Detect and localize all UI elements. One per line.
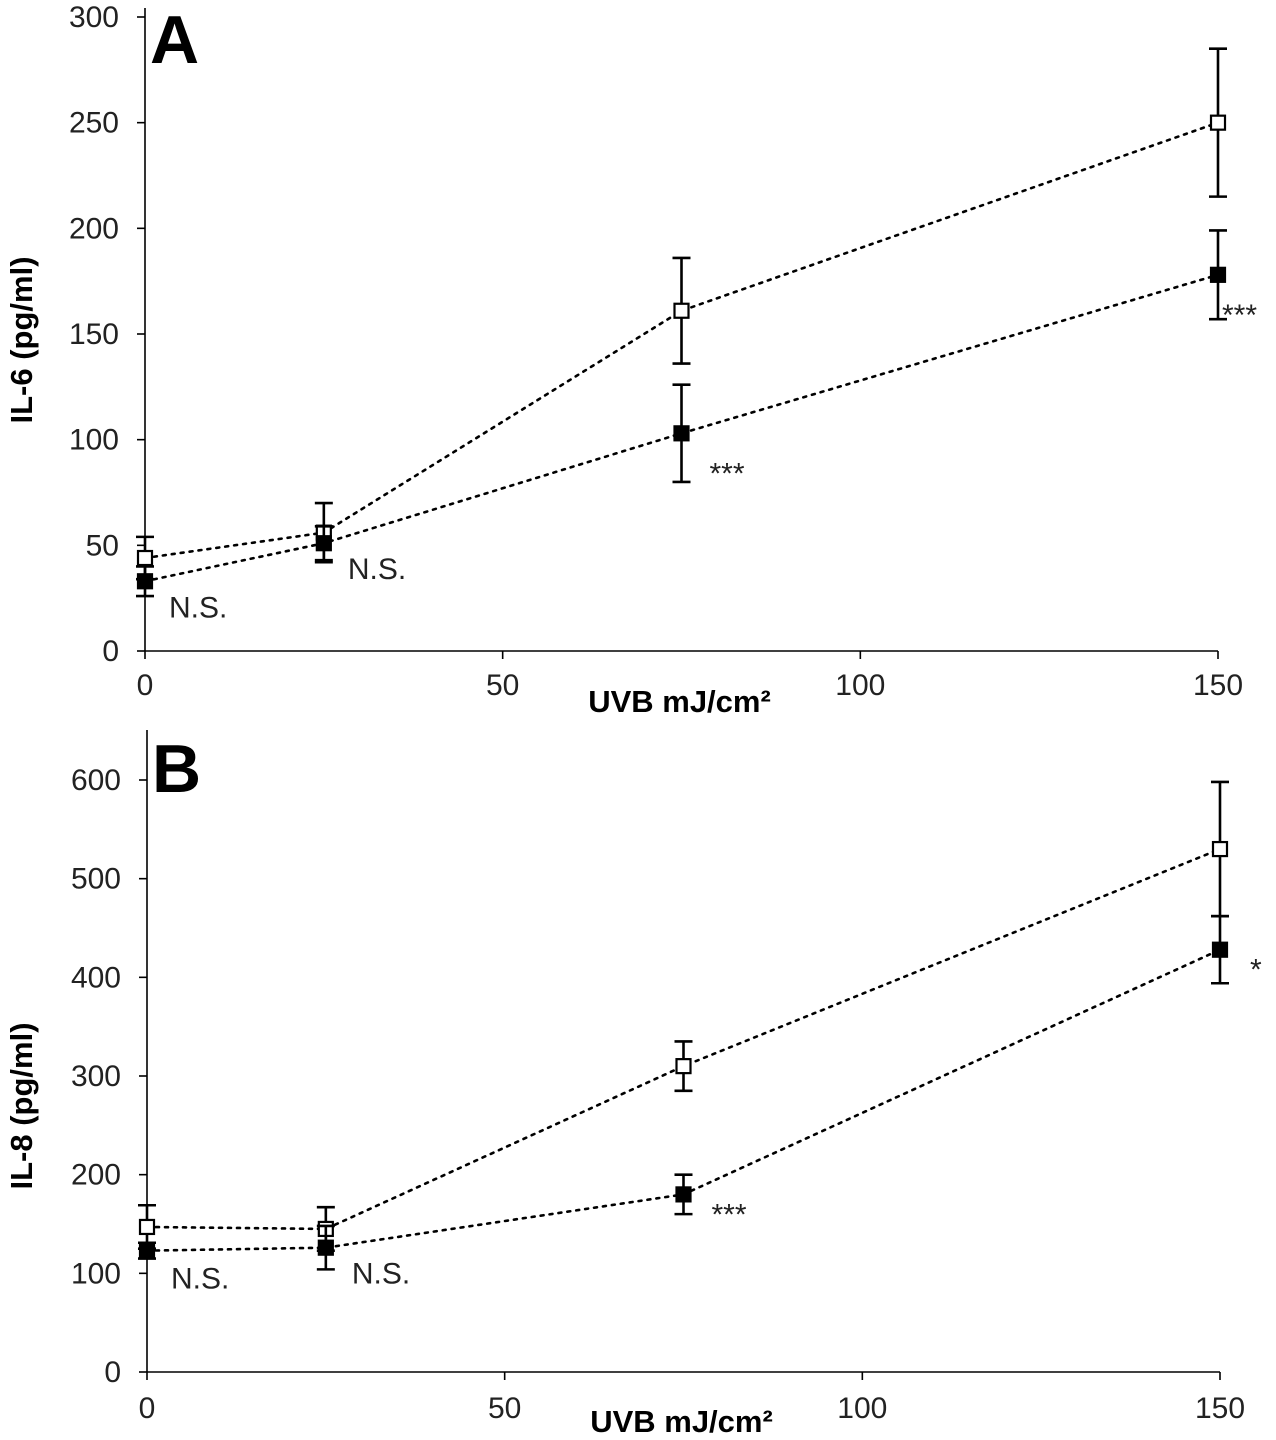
x-axis-title: UVB mJ/cm² [588, 684, 771, 719]
open-square-marker [136, 549, 154, 567]
x-tick-label: 50 [488, 1392, 521, 1425]
panel-label: A [150, 2, 199, 78]
y-tick-label: 300 [69, 1, 119, 34]
y-tick-label: 600 [71, 764, 121, 797]
x-tick-label: 50 [486, 669, 519, 702]
x-tick-label: 0 [137, 669, 154, 702]
significance-label: N.S. [171, 1263, 229, 1296]
y-tick-label: 400 [71, 961, 121, 994]
y-axis-title: IL-6 (pg/ml) [4, 256, 39, 423]
significance-label: N.S. [348, 553, 406, 586]
significance-label: *** [712, 1198, 747, 1231]
y-tick-label: 50 [86, 529, 119, 562]
x-axis-title: UVB mJ/cm² [590, 1404, 773, 1439]
filled-square-marker [673, 425, 690, 442]
y-tick-label: 250 [69, 107, 119, 140]
y-tick-label: 200 [71, 1159, 121, 1192]
panel-label: B [152, 731, 201, 807]
significance-label: N.S. [352, 1258, 410, 1291]
series-line-open [145, 847, 1222, 1231]
significance-label: * [1250, 954, 1262, 987]
filled-square-marker [1211, 941, 1229, 958]
filled-square-marker [315, 535, 332, 552]
y-tick-label: 0 [104, 1356, 121, 1389]
open-square-marker [673, 302, 690, 319]
series-line-filled [143, 273, 1220, 583]
y-tick-label: 0 [102, 635, 119, 668]
significance-label: N.S. [169, 591, 227, 624]
series-line-open [143, 121, 1220, 560]
filled-square-marker [675, 1186, 692, 1203]
panel-a: 0 50 100 150 200 250 300 0 50 100 150 UVB mJ/cm² IL-… [4, 1, 1257, 719]
x-tick-label: 100 [837, 1392, 887, 1425]
panel-b: 0 100 200 300 400 500 600 0 50 100 150 UVB mJ/cm² IL… [4, 730, 1262, 1439]
x-tick-label: 100 [835, 669, 885, 702]
significance-label: *** [710, 457, 745, 490]
y-tick-label: 200 [69, 212, 119, 245]
filled-square-marker [136, 573, 154, 590]
filled-square-marker [138, 1242, 156, 1259]
y-axis-title: IL-8 (pg/ml) [4, 1022, 39, 1189]
x-tick-label: 150 [1193, 669, 1243, 702]
open-square-marker [138, 1218, 156, 1236]
significance-label: *** [1222, 299, 1257, 332]
open-square-marker [1209, 114, 1227, 131]
y-tick-label: 500 [71, 863, 121, 896]
open-square-marker [675, 1058, 692, 1075]
y-tick-label: 300 [71, 1060, 121, 1093]
y-tick-label: 100 [69, 424, 119, 457]
filled-square-marker [317, 1239, 334, 1256]
x-tick-label: 150 [1195, 1392, 1245, 1425]
y-tick-label: 150 [69, 318, 119, 351]
filled-square-marker [1209, 266, 1227, 283]
series-line-filled [145, 948, 1222, 1252]
x-tick-label: 0 [139, 1392, 156, 1425]
open-square-marker [1211, 840, 1229, 858]
y-tick-label: 100 [71, 1257, 121, 1290]
